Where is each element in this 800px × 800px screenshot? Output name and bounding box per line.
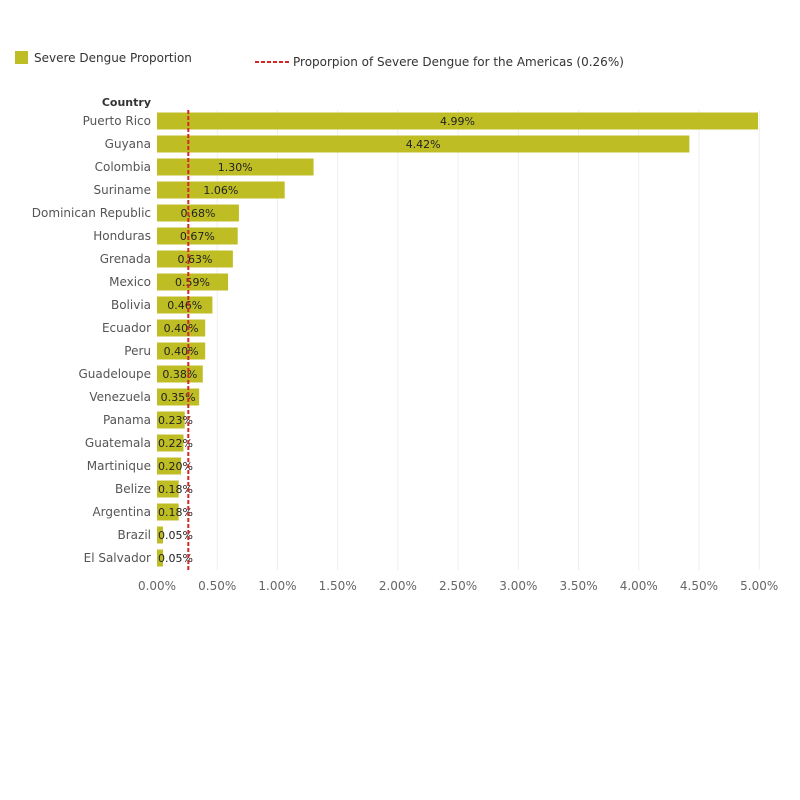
x-tick-label: 2.00% <box>379 579 417 593</box>
data-label: 0.68% <box>180 207 215 220</box>
x-tick-label: 2.50% <box>439 579 477 593</box>
category-label: Grenada <box>100 252 151 266</box>
bar <box>157 503 179 521</box>
bar <box>157 457 182 475</box>
bar <box>157 319 206 337</box>
bar <box>157 296 213 314</box>
data-label: 0.35% <box>161 391 196 404</box>
data-label: 0.40% <box>164 345 199 358</box>
bar <box>157 434 184 452</box>
bar <box>157 365 203 383</box>
data-label: 4.99% <box>440 115 475 128</box>
x-tick-label: 4.50% <box>680 579 718 593</box>
category-label: Martinique <box>87 459 151 473</box>
data-label: 0.38% <box>162 368 197 381</box>
data-label: 0.40% <box>164 322 199 335</box>
legend-bar-label: Severe Dengue Proportion <box>34 51 192 65</box>
bar <box>157 273 229 291</box>
data-label: 0.67% <box>180 230 215 243</box>
category-label: Puerto Rico <box>83 114 151 128</box>
x-tick-label: 0.00% <box>138 579 176 593</box>
bar <box>157 112 758 130</box>
data-label: 1.06% <box>203 184 238 197</box>
data-label: 0.23% <box>158 414 193 427</box>
category-label: Venezuela <box>89 390 151 404</box>
data-label: 0.63% <box>177 253 212 266</box>
x-tick-label: 5.00% <box>740 579 778 593</box>
category-label: Brazil <box>118 528 152 542</box>
legend-bar-swatch <box>15 51 28 64</box>
category-label: Suriname <box>93 183 151 197</box>
bar <box>157 250 233 268</box>
bars <box>157 112 758 567</box>
category-label: Colombia <box>95 160 151 174</box>
bar <box>157 480 179 498</box>
bar <box>157 526 164 544</box>
category-label: Panama <box>103 413 151 427</box>
data-label: 0.05% <box>158 529 193 542</box>
legend: Severe Dengue Proportion Proporpion of S… <box>15 51 624 69</box>
data-label: 0.59% <box>175 276 210 289</box>
category-label: Guadeloupe <box>78 367 151 381</box>
category-labels: Puerto Rico Guyana Colombia Suriname Dominic… <box>32 114 151 565</box>
bar <box>157 227 238 245</box>
data-label: 0.22% <box>158 437 193 450</box>
data-label: 0.20% <box>158 460 193 473</box>
data-label: 0.46% <box>167 299 202 312</box>
category-label: Dominican Republic <box>32 206 151 220</box>
category-label: Bolivia <box>111 298 151 312</box>
category-label: Honduras <box>93 229 151 243</box>
data-labels: 4.99% 4.42% 1.30% 1.06% 0.68% 0.67% 0.63% 0.59%… <box>158 115 475 565</box>
data-label: 4.42% <box>406 138 441 151</box>
x-tick-label: 1.00% <box>258 579 296 593</box>
category-label: Guyana <box>105 137 151 151</box>
legend-reference-line-label: Proporpion of Severe Dengue for the Amer… <box>293 55 624 69</box>
bar <box>157 158 314 176</box>
bar <box>157 342 206 360</box>
category-label: Belize <box>115 482 151 496</box>
category-label: Argentina <box>92 505 151 519</box>
x-tick-label: 3.00% <box>499 579 537 593</box>
gridlines <box>216 110 760 570</box>
data-label: 0.18% <box>158 483 193 496</box>
category-label: Ecuador <box>102 321 151 335</box>
x-tick-label: 1.50% <box>319 579 357 593</box>
category-header: Country <box>102 96 151 109</box>
x-axis-tick-labels: 0.00% 0.50% 1.00% 1.50% 2.00% 2.50% 3.00% 3.50%… <box>138 579 778 593</box>
category-label: Mexico <box>109 275 151 289</box>
category-label: Guatemala <box>85 436 151 450</box>
bar <box>157 204 239 222</box>
category-label: Peru <box>124 344 151 358</box>
category-label: El Salvador <box>84 551 151 565</box>
data-label: 0.18% <box>158 506 193 519</box>
x-tick-label: 4.00% <box>620 579 658 593</box>
bar <box>157 135 690 153</box>
x-tick-label: 0.50% <box>198 579 236 593</box>
data-label: 0.05% <box>158 552 193 565</box>
data-label: 1.30% <box>218 161 253 174</box>
bar <box>157 411 185 429</box>
x-tick-label: 3.50% <box>559 579 597 593</box>
bar <box>157 549 164 567</box>
